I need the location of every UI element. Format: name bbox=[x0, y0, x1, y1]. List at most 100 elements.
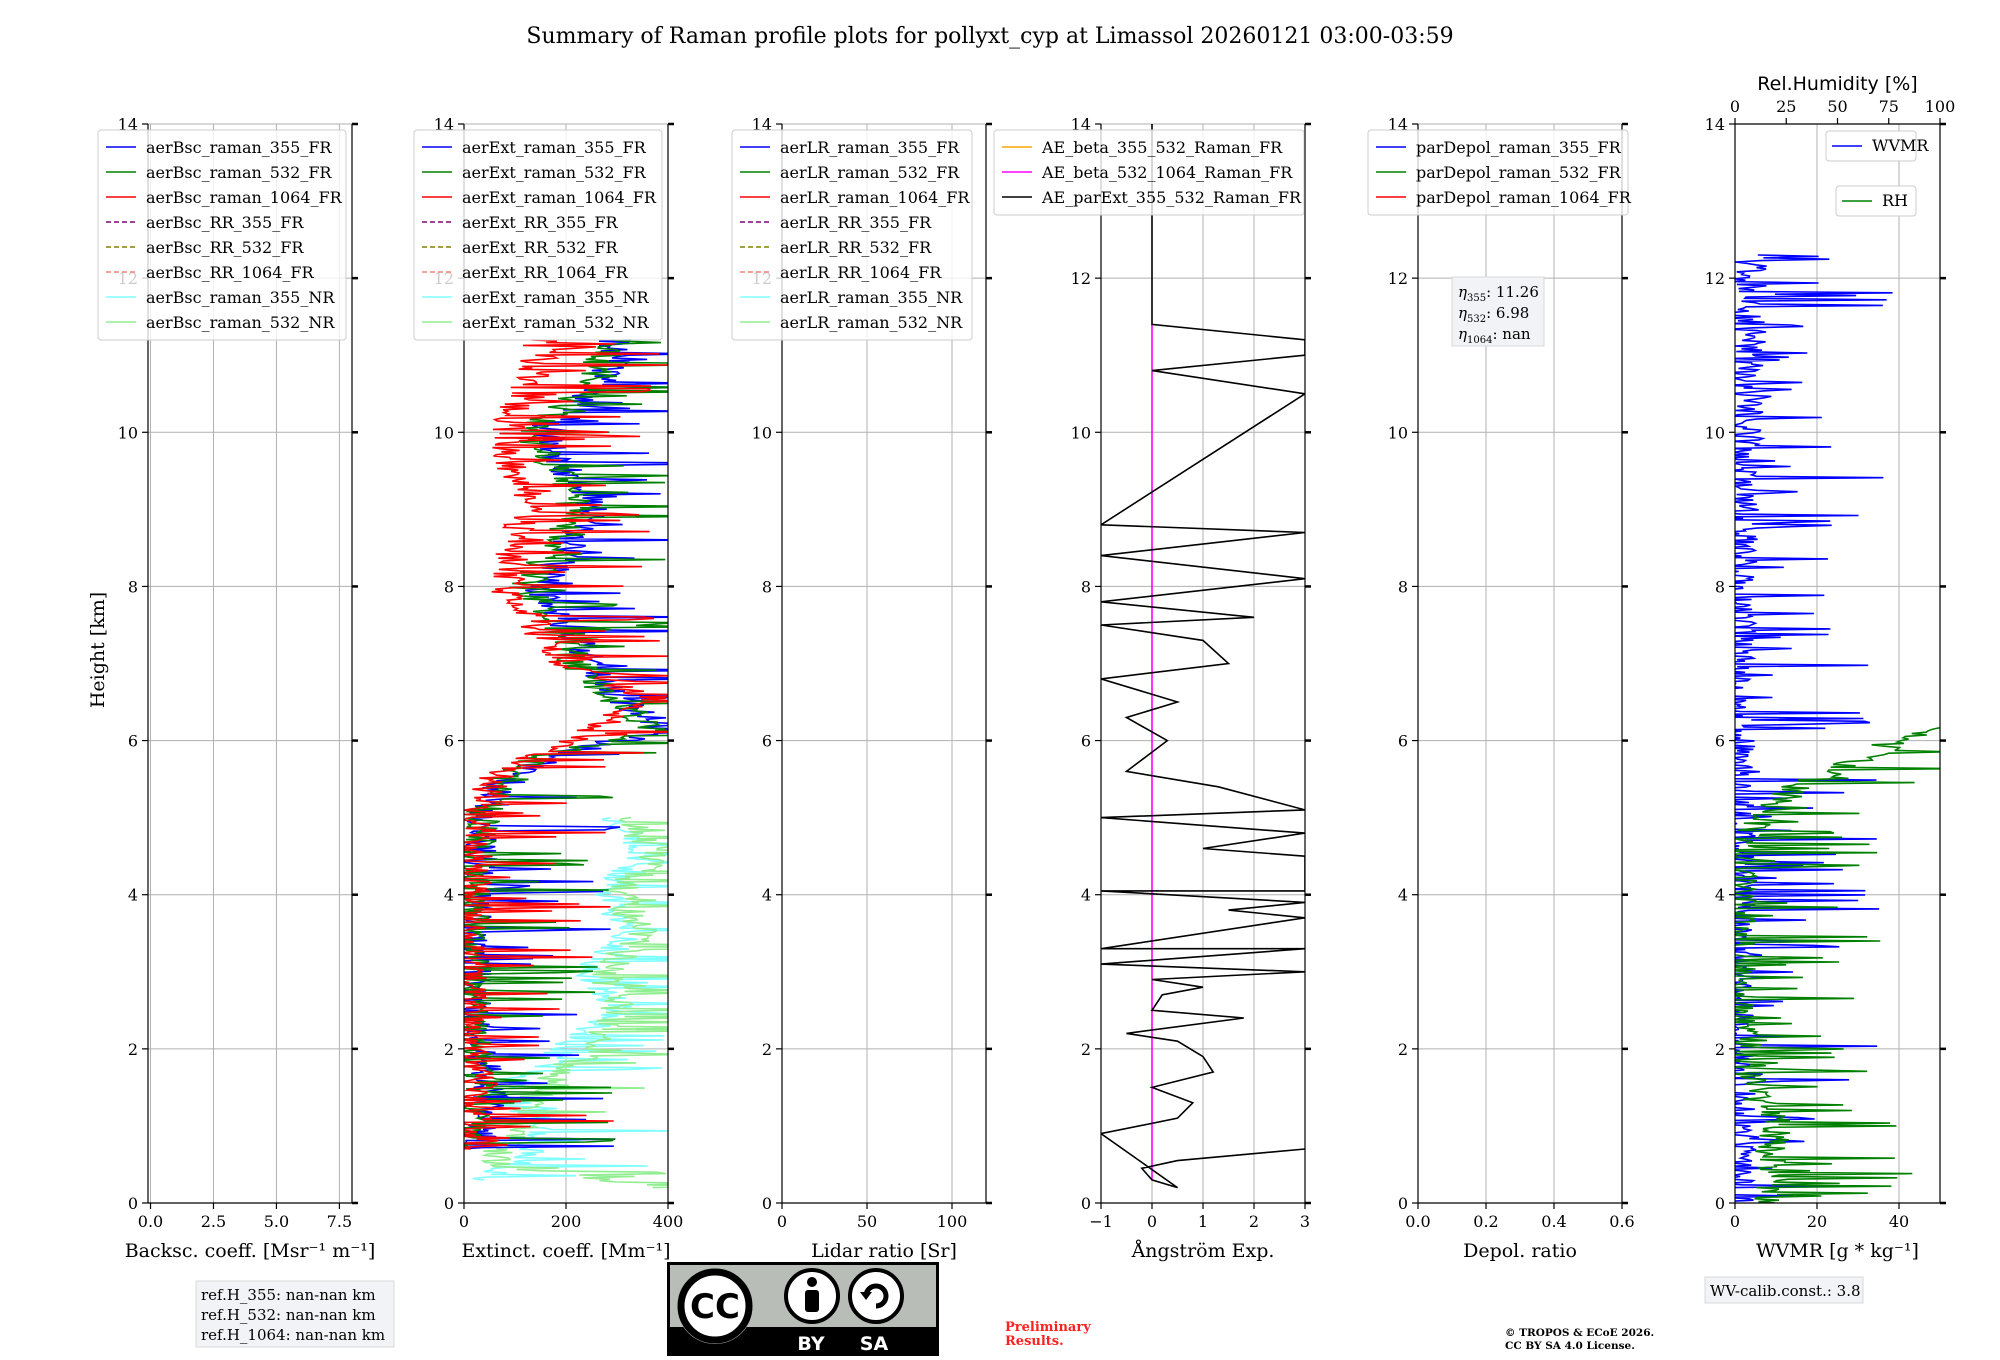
legend: RH bbox=[1835, 185, 1917, 217]
legend-label: parDepol_raman_355_FR bbox=[1416, 138, 1622, 157]
x-axis-label: Lidar ratio [Sr] bbox=[811, 1240, 957, 1262]
legend-label: aerExt_raman_532_FR bbox=[462, 163, 647, 182]
y-tick-label: 6 bbox=[762, 732, 772, 751]
x-axis-label: Depol. ratio bbox=[1463, 1240, 1577, 1262]
legend-label: aerLR_RR_1064_FR bbox=[780, 263, 942, 282]
legend-label: aerBsc_RR_355_FR bbox=[146, 213, 304, 232]
x-tick-label: 40 bbox=[1889, 1212, 1909, 1231]
y-tick-label: 4 bbox=[1715, 886, 1725, 905]
y-tick-label: 2 bbox=[444, 1040, 454, 1059]
svg-text:ref.H_532: nan-nan km: ref.H_532: nan-nan km bbox=[201, 1306, 376, 1324]
y-tick-label: 12 bbox=[1071, 269, 1091, 288]
x-axis-label: Ångström Exp. bbox=[1131, 1240, 1275, 1262]
legend-label: aerBsc_raman_532_NR bbox=[146, 313, 335, 332]
svg-text:η532: 6.98: η532: 6.98 bbox=[1458, 304, 1529, 325]
svg-text:Results.: Results. bbox=[1005, 1334, 1064, 1349]
y-tick-label: 4 bbox=[128, 886, 138, 905]
legend-label: parDepol_raman_1064_FR bbox=[1416, 188, 1632, 207]
sa-icon bbox=[848, 1268, 904, 1324]
legend-label: aerExt_raman_355_NR bbox=[462, 288, 650, 307]
legend-label: aerLR_raman_355_FR bbox=[780, 138, 960, 157]
y-axis-label: Height [km] bbox=[87, 592, 109, 708]
series-group bbox=[1735, 254, 1940, 1203]
top-x-tick-label: 100 bbox=[1925, 97, 1956, 116]
top-x-tick-label: 25 bbox=[1776, 97, 1796, 116]
x-axis-label: Backsc. coeff. [Msr⁻¹ m⁻¹] bbox=[125, 1240, 376, 1262]
y-tick-label: 10 bbox=[1388, 423, 1408, 442]
legend-box bbox=[731, 129, 973, 341]
top-x-tick-label: 50 bbox=[1827, 97, 1847, 116]
legend-box bbox=[1367, 129, 1629, 216]
x-tick-label: 0 bbox=[459, 1212, 469, 1231]
ref-height-box: ref.H_355: nan-nan km ref.H_532: nan-nan… bbox=[195, 1280, 395, 1348]
legend-box bbox=[1825, 130, 1917, 162]
x-tick-label: 400 bbox=[653, 1212, 684, 1231]
y-tick-label: 4 bbox=[762, 886, 772, 905]
x-tick-label: 3 bbox=[1300, 1212, 1310, 1231]
legend-label: aerExt_RR_1064_FR bbox=[462, 263, 629, 282]
legend: aerBsc_raman_355_FR aerBsc_raman_532_FRae… bbox=[97, 129, 347, 341]
legend-label: AE_beta_532_1064_Raman_FR bbox=[1041, 163, 1293, 182]
legend-label: aerLR_raman_532_NR bbox=[780, 313, 963, 332]
legend-label: aerBsc_raman_532_FR bbox=[146, 163, 332, 182]
eta-1064-value: nan bbox=[1502, 325, 1531, 343]
legend-label: aerBsc_RR_532_FR bbox=[146, 238, 304, 257]
preliminary-note: Preliminary Results. bbox=[1005, 1320, 1091, 1349]
svg-text:η1064: nan: η1064: nan bbox=[1458, 325, 1531, 346]
legend-label: aerBsc_raman_355_FR bbox=[146, 138, 332, 157]
x-axis-label: Extinct. coeff. [Mm⁻¹] bbox=[461, 1240, 670, 1262]
series-group bbox=[464, 339, 668, 1189]
x-tick-label: 0.4 bbox=[1541, 1212, 1566, 1231]
copyright-note: © TROPOS & ECoE 2026. CC BY SA 4.0 Licen… bbox=[1505, 1327, 1654, 1352]
x-tick-label: −1 bbox=[1089, 1212, 1113, 1231]
legend-label: aerExt_RR_355_FR bbox=[462, 213, 619, 232]
legend-label: aerExt_raman_355_FR bbox=[462, 138, 647, 157]
svg-text:Preliminary: Preliminary bbox=[1005, 1320, 1091, 1335]
y-tick-label: 6 bbox=[1715, 732, 1725, 751]
legend-label: aerLR_raman_355_NR bbox=[780, 288, 963, 307]
cc-license-badge: CC BY SA bbox=[667, 1262, 939, 1356]
svg-text:CC BY SA 4.0 License.: CC BY SA 4.0 License. bbox=[1505, 1340, 1635, 1352]
x-tick-label: 50 bbox=[857, 1212, 877, 1231]
y-tick-label: 8 bbox=[128, 577, 138, 596]
series-group bbox=[1101, 124, 1305, 1189]
legend-label: AE_parExt_355_532_Raman_FR bbox=[1041, 188, 1302, 207]
y-tick-label: 14 bbox=[434, 115, 454, 134]
legend-box bbox=[993, 129, 1305, 216]
y-tick-label: 10 bbox=[1071, 423, 1091, 442]
x-tick-label: 0.2 bbox=[1473, 1212, 1498, 1231]
legend: aerExt_raman_355_FR aerExt_raman_532_FRae… bbox=[413, 129, 663, 341]
x-tick-label: 1 bbox=[1198, 1212, 1208, 1231]
y-tick-label: 0 bbox=[762, 1194, 772, 1213]
y-tick-label: 0 bbox=[128, 1194, 138, 1213]
y-tick-label: 8 bbox=[444, 577, 454, 596]
x-tick-label: 5.0 bbox=[264, 1212, 289, 1231]
eta-532-value: 6.98 bbox=[1496, 304, 1529, 322]
legend-label: aerLR_raman_1064_FR bbox=[780, 188, 970, 207]
y-tick-label: 2 bbox=[762, 1040, 772, 1059]
legend-label: aerExt_raman_532_NR bbox=[462, 313, 650, 332]
legend-label: aerExt_RR_532_FR bbox=[462, 238, 619, 257]
x-tick-label: 0 bbox=[1147, 1212, 1157, 1231]
y-tick-label: 14 bbox=[752, 115, 772, 134]
y-tick-label: 4 bbox=[1081, 886, 1091, 905]
y-tick-label: 8 bbox=[1715, 577, 1725, 596]
panel-wv: 0 2 4 6 8 10 12 14 0 20 40 WVMR [g * kg⁻¹] 0 25 50 75 10… bbox=[1705, 73, 1956, 1262]
y-tick-label: 0 bbox=[1715, 1194, 1725, 1213]
x-tick-label: 200 bbox=[551, 1212, 582, 1231]
y-tick-label: 14 bbox=[1705, 115, 1725, 134]
y-tick-label: 6 bbox=[444, 732, 454, 751]
series-aerExt_raman_1064_FR bbox=[464, 339, 668, 1150]
figure-title: Summary of Raman profile plots for polly… bbox=[526, 24, 1453, 49]
y-tick-label: 12 bbox=[1705, 269, 1725, 288]
legend: parDepol_raman_355_FR parDepol_raman_532_… bbox=[1367, 129, 1632, 216]
svg-text:WV-calib.const.: 3.8: WV-calib.const.: 3.8 bbox=[1710, 1282, 1861, 1300]
legend-label: aerLR_RR_532_FR bbox=[780, 238, 932, 257]
legend-label: AE_beta_355_532_Raman_FR bbox=[1041, 138, 1283, 157]
svg-text:ref.H_1064: nan-nan km: ref.H_1064: nan-nan km bbox=[201, 1326, 385, 1344]
y-tick-label: 14 bbox=[118, 115, 138, 134]
y-tick-label: 6 bbox=[128, 732, 138, 751]
